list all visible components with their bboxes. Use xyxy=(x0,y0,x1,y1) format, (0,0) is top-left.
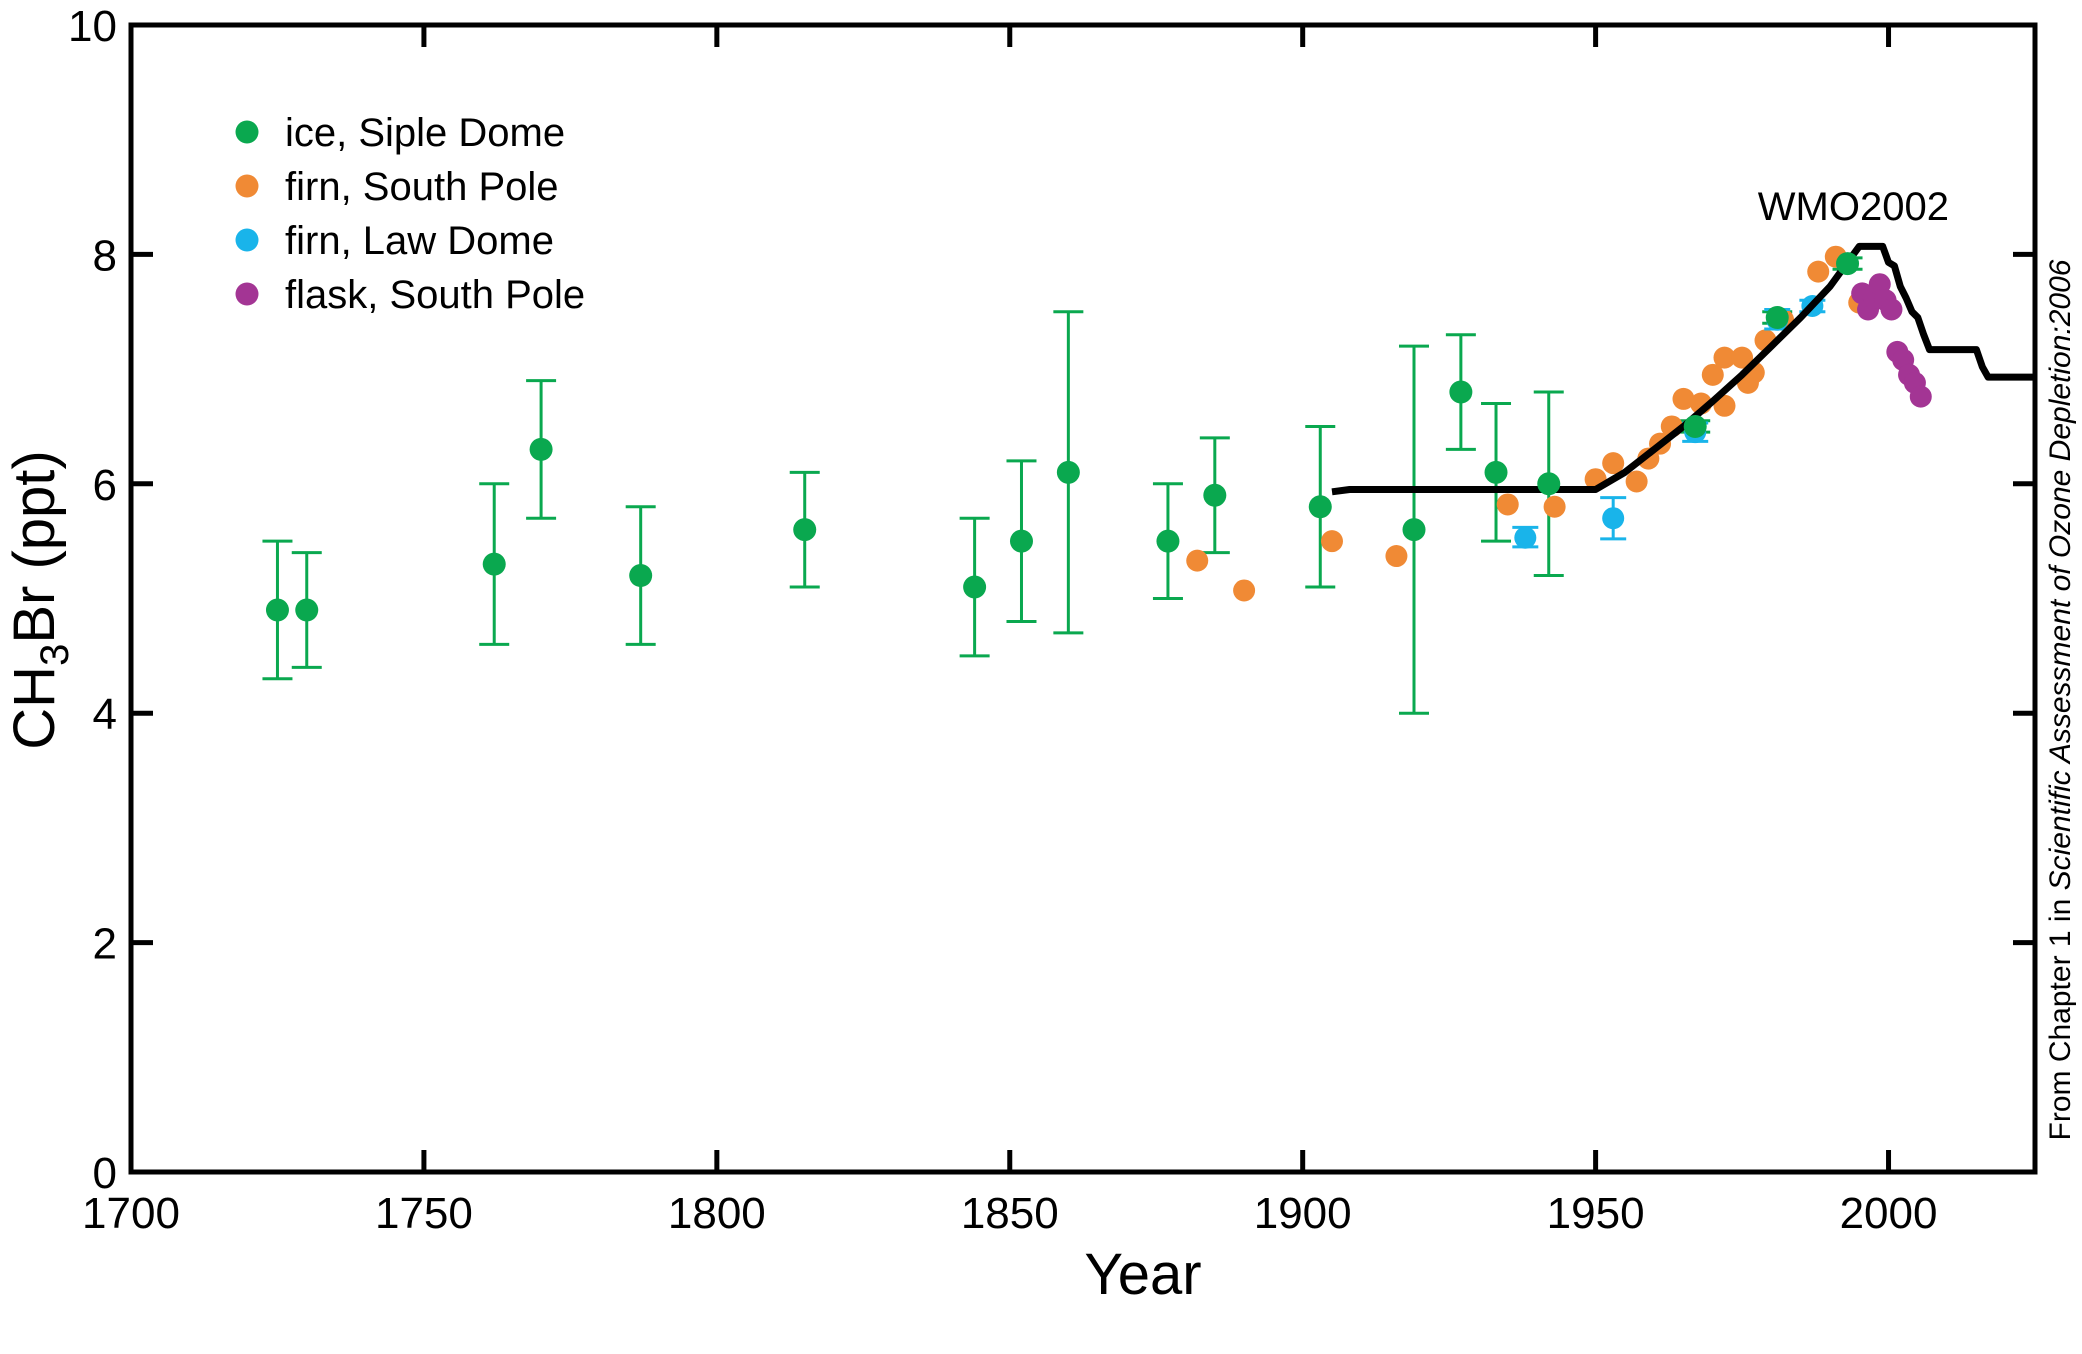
x-tick-label: 1800 xyxy=(668,1189,766,1238)
firn-south-pole-point xyxy=(1233,579,1256,602)
ice-siple-dome-point xyxy=(1156,529,1180,553)
x-tick-label: 2000 xyxy=(1840,1189,1938,1238)
x-tick-label: 1700 xyxy=(82,1189,180,1238)
firn-south-pole-point xyxy=(1713,346,1736,369)
y-axis-title-main: CH xyxy=(2,666,67,750)
y-tick-label: 10 xyxy=(68,2,117,51)
firn-south-pole-point xyxy=(1731,346,1754,369)
firn-south-pole-point xyxy=(1186,549,1209,572)
ice-siple-dome-point xyxy=(963,575,987,599)
legend-label-flask-south-pole: flask, South Pole xyxy=(285,273,585,317)
firn-south-pole-point xyxy=(1625,470,1648,493)
ice-siple-dome-point xyxy=(1683,414,1707,438)
ice-siple-dome-point xyxy=(793,518,817,542)
legend-label-firn-law-dome: firn, Law Dome xyxy=(285,219,554,263)
ice-siple-dome-point xyxy=(1836,252,1860,276)
firn-law-dome-point xyxy=(1602,507,1625,530)
legend-marker-firn-south-pole xyxy=(235,174,259,198)
plot-area xyxy=(262,242,2035,715)
x-tick-label: 1750 xyxy=(375,1189,473,1238)
y-tick-label: 2 xyxy=(93,920,117,969)
legend-label-ice-siple-dome: ice, Siple Dome xyxy=(285,111,565,155)
firn-south-pole-point xyxy=(1496,493,1519,516)
firn-south-pole-point xyxy=(1543,495,1566,518)
source-credit-title: Scientific Assessment of Ozone Depletion… xyxy=(2044,259,2077,890)
ice-siple-dome-point xyxy=(1308,495,1332,519)
wmo2002-line xyxy=(1331,242,2035,496)
x-tick-label: 1950 xyxy=(1547,1189,1645,1238)
ice-siple-dome-point xyxy=(1484,460,1508,484)
ice-siple-dome-point xyxy=(529,437,553,461)
ice-siple-dome-point xyxy=(1056,460,1080,484)
y-tick-label: 0 xyxy=(93,1149,117,1198)
firn-south-pole-point xyxy=(1701,363,1724,386)
ice-siple-dome-point xyxy=(1449,380,1473,404)
y-tick-label: 6 xyxy=(93,461,117,510)
firn-south-pole-point xyxy=(1320,530,1343,553)
legend-marker-ice-siple-dome xyxy=(235,120,259,144)
firn-south-pole-point xyxy=(1385,545,1408,568)
legend-marker-firn-law-dome xyxy=(235,228,259,252)
wmo2002-annotation: WMO2002 xyxy=(1758,185,1949,229)
ice-siple-dome-point xyxy=(482,552,506,576)
x-tick-label: 1900 xyxy=(1254,1189,1352,1238)
y-axis-title-rest: Br (ppt) xyxy=(2,450,67,643)
y-axis-title-subscript: 3 xyxy=(33,644,77,666)
flask-south-pole-point xyxy=(1909,385,1932,408)
ice-siple-dome-point xyxy=(1537,472,1561,496)
y-tick-label: 8 xyxy=(93,231,117,280)
legend: ice, Siple Dome firn, South Pole firn, Law… xyxy=(235,111,585,317)
ice-siple-dome-point xyxy=(1765,305,1789,329)
x-tick-label: 1850 xyxy=(961,1189,1059,1238)
source-credit: From Chapter 1 in Scientific Assessment … xyxy=(2044,259,2077,1140)
firn-south-pole-point xyxy=(1672,387,1695,410)
y-tick-label: 4 xyxy=(93,690,117,739)
ice-siple-dome-point xyxy=(1402,518,1426,542)
flask-south-pole-point xyxy=(1880,298,1903,321)
firn-law-dome-point xyxy=(1514,526,1537,549)
axes: 1700 1750 1800 1850 1900 1950 2000 0 2 4 6 8 10 xyxy=(68,2,2038,1238)
legend-label-firn-south-pole: firn, South Pole xyxy=(285,165,559,209)
ice-siple-dome-point xyxy=(1203,483,1227,507)
x-axis-title: Year xyxy=(1084,1242,1201,1307)
firn-south-pole-point xyxy=(1602,452,1625,475)
source-credit-prefix: From Chapter 1 in xyxy=(2044,890,2077,1140)
plot-frame xyxy=(128,22,2038,1175)
y-axis-title: CH3Br (ppt) xyxy=(2,450,77,749)
firn-south-pole-point xyxy=(1807,260,1830,283)
ice-siple-dome-point xyxy=(1009,529,1033,553)
ice-siple-dome-point xyxy=(265,598,289,622)
legend-marker-flask-south-pole xyxy=(235,282,259,306)
ice-siple-dome-point xyxy=(629,564,653,588)
ice-siple-dome-point xyxy=(295,598,319,622)
